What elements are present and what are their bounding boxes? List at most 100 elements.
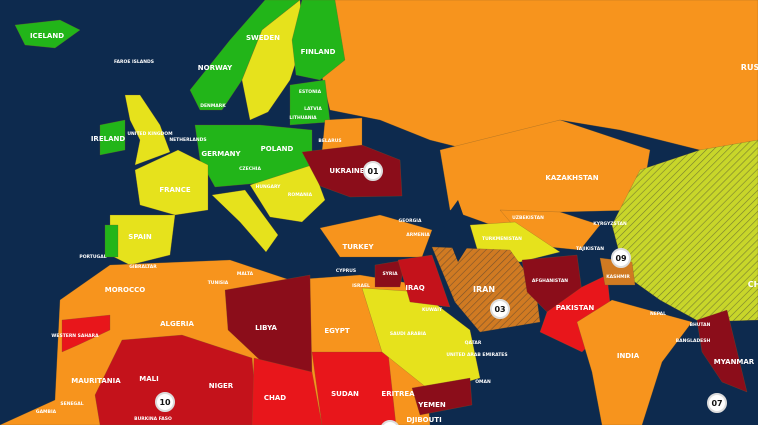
label: FINLAND <box>301 48 336 56</box>
label: TURKEY <box>342 243 374 251</box>
label: ICELAND <box>30 32 64 40</box>
label: CHAD <box>264 394 286 402</box>
label: LIBYA <box>255 324 277 332</box>
label: GIBRALTAR <box>129 264 157 270</box>
country-syria[interactable] <box>374 259 406 288</box>
label: INDIA <box>617 352 640 360</box>
country-ireland[interactable] <box>99 119 126 156</box>
label: RUS <box>741 63 758 72</box>
label: MYANMAR <box>714 358 755 366</box>
marker-partial[interactable] <box>381 420 399 425</box>
marker-label: 03 <box>494 305 505 314</box>
country-western-sahara[interactable] <box>61 314 111 353</box>
label: TUNISIA <box>208 280 229 286</box>
label: SENEGAL <box>60 401 83 407</box>
label: WESTERN SAHARA <box>51 333 99 339</box>
country-balkans[interactable] <box>249 164 326 223</box>
label: UNITED ARAB EMIRATES <box>446 352 507 358</box>
label: POLAND <box>261 145 294 153</box>
label: HUNGARY <box>256 184 282 190</box>
label: YEMEN <box>417 401 446 409</box>
label: OMAN <box>475 379 491 385</box>
label: EGYPT <box>324 327 350 335</box>
label: SAUDI ARABIA <box>390 331 427 337</box>
label: TAJIKISTAN <box>576 246 604 252</box>
marker-label: 10 <box>159 398 171 407</box>
label: FRANCE <box>159 186 191 194</box>
label: NETHERLANDS <box>169 137 206 143</box>
label: KASHMIR <box>606 274 630 280</box>
label: GAMBIA <box>36 409 57 415</box>
label: FAROE ISLANDS <box>114 59 154 65</box>
label: NEPAL <box>650 311 666 317</box>
marker-07[interactable]: 07 <box>707 393 727 413</box>
country-finland[interactable] <box>291 0 346 81</box>
country-myanmar[interactable] <box>696 309 748 393</box>
label: SUDAN <box>331 390 359 398</box>
label: BHUTAN <box>690 322 711 328</box>
iran-hatch <box>432 247 540 332</box>
label: CYPRUS <box>336 268 356 274</box>
label: UNITED KINGDOM <box>127 131 173 137</box>
label: LATVIA <box>304 106 322 112</box>
country-turkey[interactable] <box>319 214 433 258</box>
marker-label: 07 <box>711 399 722 408</box>
label: BANGLADESH <box>676 338 711 344</box>
marker-01[interactable]: 01 <box>363 161 383 181</box>
label: ISRAEL <box>352 283 370 289</box>
label: KUWAIT <box>422 307 443 313</box>
china-hatch <box>612 140 758 322</box>
label: SWEDEN <box>246 34 280 42</box>
country-iceland[interactable] <box>14 19 81 49</box>
label: IRAQ <box>405 284 424 292</box>
country-france[interactable] <box>134 149 209 216</box>
country-uk[interactable] <box>124 94 171 166</box>
label: PORTUGAL <box>79 254 106 260</box>
label: TURKMENISTAN <box>482 236 522 242</box>
marker-03[interactable]: 03 <box>490 299 510 319</box>
label: BURKINA FASO <box>134 416 172 422</box>
label: SPAIN <box>128 233 152 241</box>
label: CZECHIA <box>239 166 261 172</box>
marker-label: 01 <box>367 167 379 176</box>
label: CH <box>748 280 758 289</box>
country-iraq[interactable] <box>397 254 451 308</box>
marker-label: 09 <box>615 254 627 263</box>
country-italy[interactable] <box>211 189 279 253</box>
label: KAZAKHSTAN <box>545 174 598 182</box>
label: NIGER <box>209 382 234 390</box>
caspian-sea <box>442 200 472 262</box>
label: MOROCCO <box>105 286 146 294</box>
country-chad[interactable] <box>251 357 323 425</box>
country-sudan[interactable] <box>311 351 397 425</box>
label: DJIBOUTI <box>406 416 441 424</box>
country-labels: ICELAND NORWAY SWEDEN FINLAND ESTONIA LA… <box>30 32 758 424</box>
label: UKRAINE <box>329 167 364 175</box>
country-india[interactable] <box>576 299 693 425</box>
label: ESTONIA <box>299 89 322 95</box>
country-portugal[interactable] <box>104 224 119 258</box>
country-mali-niger[interactable] <box>94 334 259 425</box>
label: ROMANIA <box>288 192 313 198</box>
label: MALTA <box>237 271 254 277</box>
label: NORWAY <box>198 64 233 72</box>
label: LITHUANIA <box>289 115 317 121</box>
label: GERMANY <box>201 150 241 158</box>
label: ARMENIA <box>406 232 430 238</box>
label: IRAN <box>473 285 495 294</box>
country-ukraine[interactable] <box>301 144 403 198</box>
label: KYRGYZSTAN <box>593 221 627 227</box>
country-yemen[interactable] <box>411 377 473 416</box>
label: QATAR <box>465 340 482 346</box>
label: SYRIA <box>382 271 398 277</box>
label: UZBEKISTAN <box>512 215 544 221</box>
label: IRELAND <box>91 135 126 143</box>
label: AFGHANISTAN <box>532 278 568 284</box>
marker-10[interactable]: 10 <box>155 392 175 412</box>
label: ALGERIA <box>160 320 194 328</box>
label: BELARUS <box>318 138 341 144</box>
label: MALI <box>139 375 158 383</box>
marker-09[interactable]: 09 <box>611 248 631 268</box>
label: MAURITANIA <box>71 377 121 385</box>
